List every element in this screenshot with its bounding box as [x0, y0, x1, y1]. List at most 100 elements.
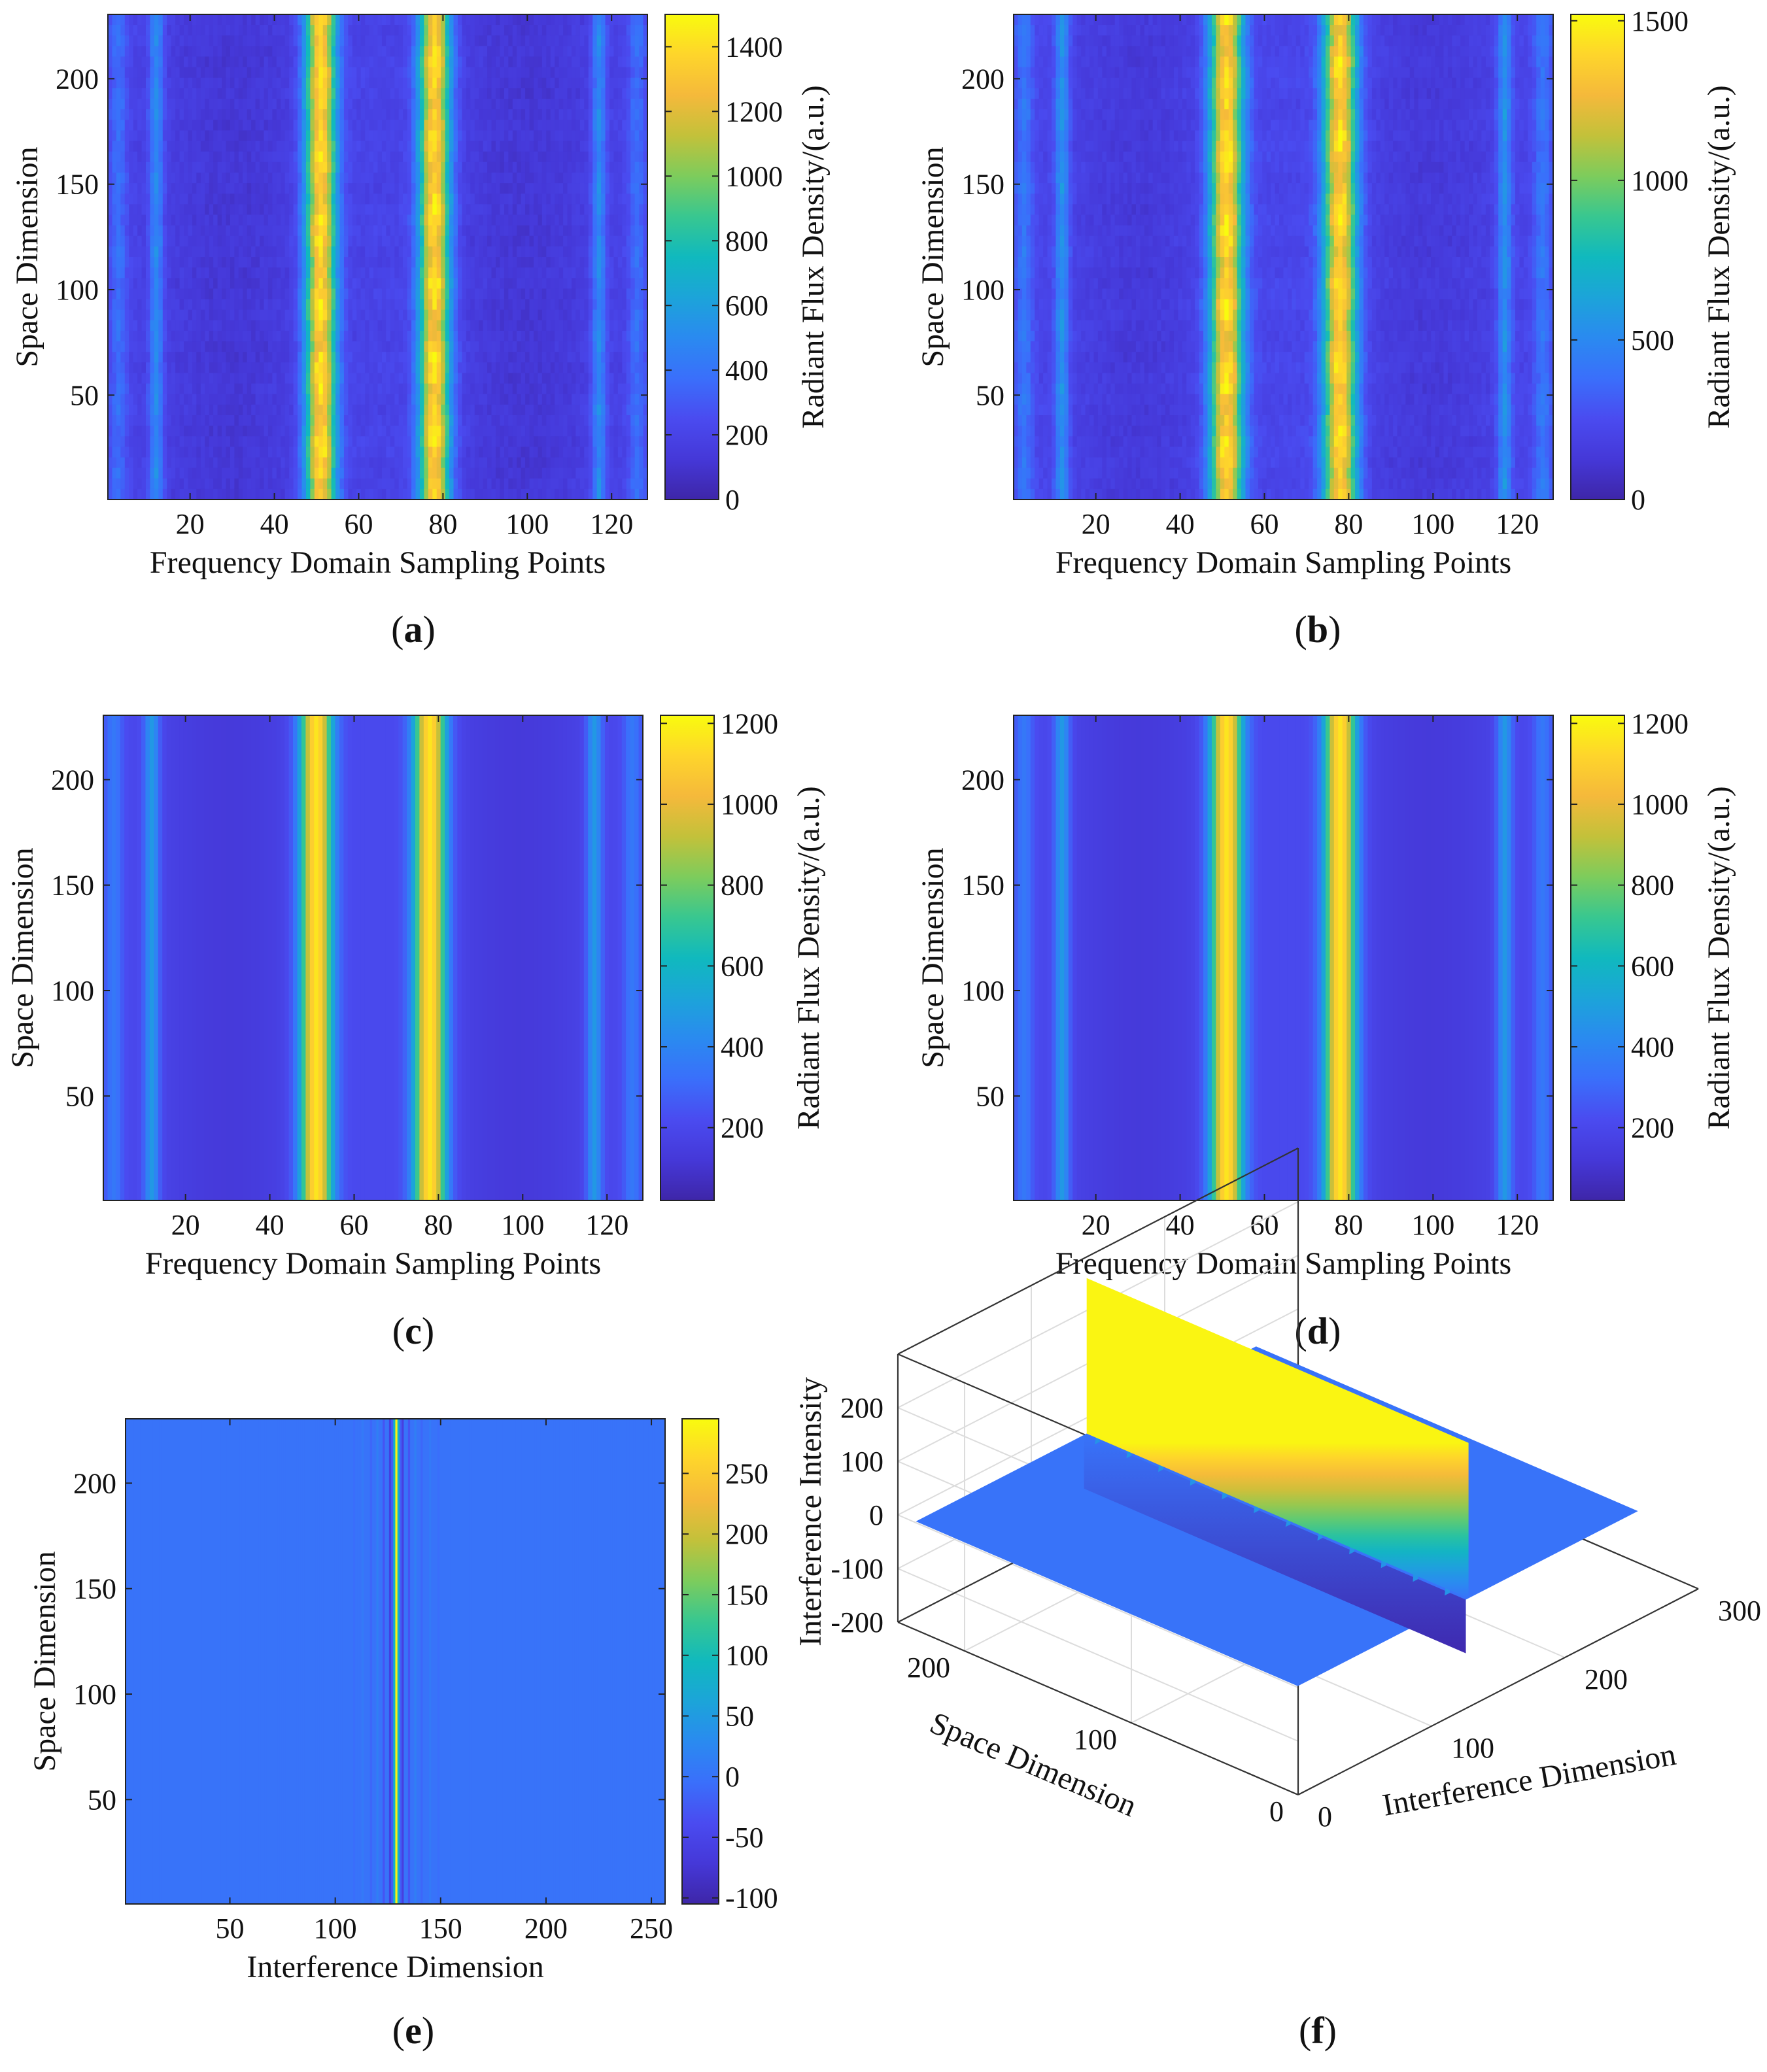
heatmap-cell [124, 467, 129, 479]
heatmap-cell [226, 35, 231, 46]
heatmap-cell [129, 288, 134, 300]
heatmap-cell [386, 172, 391, 184]
heatmap-cell [373, 362, 379, 374]
heatmap-cell [327, 404, 332, 416]
heatmap-cell [247, 56, 252, 68]
heatmap-cell [226, 88, 231, 99]
heatmap-cell [436, 141, 441, 152]
heatmap-cell [217, 194, 222, 205]
heatmap-cell [305, 214, 311, 226]
heatmap-cell [508, 457, 513, 469]
heatmap-cell [495, 246, 501, 258]
heatmap-cell [407, 436, 412, 447]
heatmap-cell [120, 426, 126, 437]
heatmap-cell [436, 204, 441, 216]
heatmap-cell [508, 46, 513, 58]
heatmap-cell [550, 141, 555, 152]
heatmap-cell [483, 383, 488, 395]
heatmap-cell [289, 109, 294, 120]
heatmap-cell [457, 299, 463, 311]
heatmap-cell [230, 383, 235, 395]
heatmap-cell [449, 457, 455, 469]
heatmap-cell [318, 373, 324, 384]
heatmap-cell [462, 214, 467, 226]
heatmap-cell [339, 341, 345, 352]
heatmap-cell [348, 362, 353, 374]
heatmap-cell [120, 77, 126, 89]
heatmap-cell [339, 436, 345, 447]
heatmap-cell [390, 330, 395, 342]
heatmap-cell [533, 330, 539, 342]
heatmap-cell [267, 373, 273, 384]
heatmap-cell [116, 288, 121, 300]
heatmap-cell [192, 320, 197, 331]
heatmap-cell [196, 172, 201, 184]
heatmap-cell [238, 183, 243, 194]
heatmap-cell [200, 362, 205, 374]
heatmap-cell [150, 120, 155, 131]
heatmap-cell [196, 77, 201, 89]
heatmap-cell [457, 457, 463, 469]
heatmap-cell [365, 120, 370, 131]
heatmap-cell [175, 478, 180, 490]
heatmap-cell [445, 341, 450, 352]
heatmap-cell [377, 467, 383, 479]
heatmap-cell [512, 161, 517, 173]
heatmap-cell [260, 352, 265, 363]
heatmap-cell [175, 404, 180, 416]
heatmap-cell [538, 204, 543, 216]
heatmap-cell [146, 362, 151, 374]
heatmap-cell [500, 288, 505, 300]
heatmap-cell [369, 246, 374, 258]
heatmap-cell [318, 14, 324, 25]
heatmap-cell [335, 109, 341, 120]
heatmap-cell [352, 246, 357, 258]
heatmap-cell [491, 151, 496, 163]
heatmap-cell [369, 35, 374, 46]
heatmap-cell [264, 320, 269, 331]
heatmap-cell [487, 404, 492, 416]
heatmap-cell [301, 183, 307, 194]
heatmap-cell [466, 373, 471, 384]
heatmap-cell [150, 383, 155, 395]
heatmap-cell [335, 25, 341, 36]
heatmap-cell [419, 214, 424, 226]
heatmap-cell [281, 235, 286, 247]
heatmap-cell [394, 120, 400, 131]
heatmap-cell [555, 352, 560, 363]
heatmap-cell [301, 14, 307, 25]
heatmap-cell [251, 299, 256, 311]
heatmap-cell [491, 447, 496, 458]
heatmap-cell [529, 14, 534, 25]
heatmap-cell [529, 457, 534, 469]
heatmap-cell [407, 426, 412, 437]
heatmap-cell [508, 278, 513, 289]
heatmap-cell [260, 383, 265, 395]
heatmap-cell [272, 257, 277, 268]
heatmap-cell [381, 88, 386, 99]
heatmap-cell [205, 288, 210, 300]
heatmap-cell [146, 77, 151, 89]
heatmap-cell [407, 320, 412, 331]
heatmap-cell [521, 330, 526, 342]
heatmap-cell [348, 35, 353, 46]
heatmap-cell [390, 172, 395, 184]
heatmap-cell [133, 330, 138, 342]
heatmap-cell [428, 88, 433, 99]
heatmap-cell [415, 383, 420, 395]
heatmap-cell [301, 204, 307, 216]
heatmap-cell [462, 120, 467, 131]
heatmap-cell [217, 77, 222, 89]
heatmap-cell [403, 373, 408, 384]
heatmap-cell [495, 394, 501, 405]
heatmap-cell [162, 67, 167, 78]
heatmap-cell [508, 246, 513, 258]
heatmap-cell [238, 330, 243, 342]
heatmap-cell [403, 109, 408, 120]
heatmap-cell [112, 151, 117, 163]
heatmap-cell [432, 141, 437, 152]
heatmap-cell [213, 46, 218, 58]
heatmap-cell [200, 404, 205, 416]
heatmap-cell [369, 288, 374, 300]
heatmap-cell [525, 172, 530, 184]
